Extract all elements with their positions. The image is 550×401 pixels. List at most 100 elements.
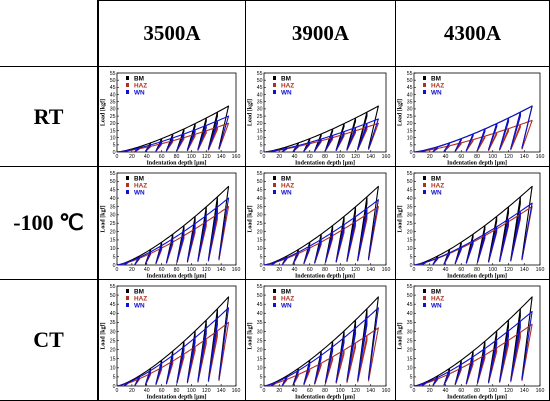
legend-marker-wn [273, 303, 276, 307]
x-tick-label: 80 [474, 154, 480, 160]
series-line-wn [263, 307, 379, 387]
x-tick-label: 60 [307, 388, 313, 394]
legend-label-wn: WN [134, 190, 145, 197]
x-tick-label: 100 [187, 267, 196, 273]
y-tick-label: 20 [257, 121, 263, 127]
x-tick-label: 160 [536, 154, 545, 160]
x-tick-label: 160 [382, 267, 391, 273]
y-tick-label: 5 [260, 375, 263, 381]
y-tick-label: 0 [260, 384, 263, 390]
row-header-ct: CT [33, 327, 64, 352]
y-tick-label: 30 [407, 213, 413, 219]
y-tick-label: 30 [257, 107, 263, 113]
legend-label-haz: HAZ [134, 83, 147, 90]
chart-rt-3500a: 0 5 10 15 20 25 30 35 40 45 50 55 0 20 40 60 80 100 120 140… [99, 67, 245, 166]
chart-rt-3900a: 0 5 10 15 20 25 30 35 40 45 50 55 0 20 40 60 80 100 120 140… [246, 67, 395, 166]
chart-ct-3900a: 0 5 10 15 20 25 30 35 40 45 50 55 0 20 40 60 80 100 120 140… [246, 280, 395, 400]
chart-m100-3500a: 0 5 10 15 20 25 30 35 40 45 50 55 0 20 40 60 80 100 120 140… [99, 167, 245, 279]
legend-label-bm: BM [431, 289, 441, 296]
y-tick-label: 20 [257, 347, 263, 353]
y-tick-label: 55 [407, 284, 413, 290]
series-line-bm [413, 296, 533, 387]
x-tick-label: 0 [116, 154, 119, 160]
y-tick-label: 35 [257, 100, 263, 106]
x-tick-label: 0 [263, 154, 266, 160]
legend-marker-wn [423, 190, 426, 194]
x-axis-label: Indentation depth [μm] [295, 161, 355, 167]
y-tick-label: 0 [113, 150, 116, 156]
chart-m100-4300a: 0 5 10 15 20 25 30 35 40 45 50 55 0 20 40 60 80 100 120 140… [396, 167, 549, 279]
legend-marker-haz [423, 183, 426, 187]
legend-marker-haz [126, 296, 129, 300]
y-tick-label: 10 [407, 135, 413, 141]
legend-label-wn: WN [281, 190, 292, 197]
x-axis-label: Indentation depth [μm] [295, 274, 355, 280]
chart-m100-3900a: 0 5 10 15 20 25 30 35 40 45 50 55 0 20 40 60 80 100 120 140… [246, 167, 395, 279]
x-axis-label: Indentation depth [μm] [447, 395, 507, 401]
y-tick-label: 45 [110, 302, 116, 308]
legend-label-bm: BM [281, 289, 291, 296]
y-tick-label: 25 [407, 221, 413, 227]
y-tick-label: 15 [257, 238, 263, 244]
x-tick-label: 80 [322, 388, 328, 394]
y-tick-label: 15 [407, 238, 413, 244]
y-tick-label: 50 [110, 179, 116, 185]
legend-marker-bm [126, 76, 129, 80]
x-tick-label: 100 [336, 154, 345, 160]
y-tick-label: 10 [407, 366, 413, 372]
y-tick-label: 45 [110, 85, 116, 91]
x-tick-label: 40 [144, 267, 150, 273]
x-tick-label: 40 [443, 154, 449, 160]
legend-label-wn: WN [431, 303, 442, 310]
x-tick-label: 120 [202, 154, 211, 160]
x-tick-label: 120 [202, 388, 211, 394]
x-tick-label: 80 [322, 154, 328, 160]
x-tick-label: 40 [292, 388, 298, 394]
legend-marker-haz [273, 296, 276, 300]
legend-label-wn: WN [134, 303, 145, 310]
y-axis-label: Load [kgf] [248, 322, 254, 349]
x-tick-label: 20 [276, 154, 282, 160]
legend-label-haz: HAZ [281, 296, 294, 303]
y-tick-label: 10 [110, 366, 116, 372]
x-tick-label: 80 [474, 267, 480, 273]
x-tick-label: 60 [159, 388, 165, 394]
y-tick-label: 25 [407, 114, 413, 120]
y-tick-label: 35 [407, 204, 413, 210]
row-header-rt: RT [33, 103, 64, 129]
legend-label-haz: HAZ [281, 183, 294, 190]
y-tick-label: 15 [257, 128, 263, 134]
legend-label-bm: BM [281, 76, 291, 83]
y-tick-label: 40 [110, 196, 116, 202]
y-tick-label: 40 [407, 196, 413, 202]
x-tick-label: 140 [366, 154, 375, 160]
x-tick-label: 60 [458, 388, 464, 394]
x-tick-label: 20 [427, 388, 433, 394]
y-tick-label: 40 [257, 92, 263, 98]
y-tick-label: 0 [410, 384, 413, 390]
series-line-bm [263, 296, 379, 387]
legend-label-haz: HAZ [134, 296, 147, 303]
y-tick-label: 55 [407, 71, 413, 77]
column-header-3900a: 3900A [291, 20, 350, 45]
y-tick-label: 50 [257, 179, 263, 185]
legend-marker-bm [273, 76, 276, 80]
legend-marker-wn [273, 90, 276, 94]
legend-marker-haz [423, 296, 426, 300]
grid-line [97, 0, 550, 1]
indentation-chart: 0 5 10 15 20 25 30 35 40 45 50 55 0 20 40 60 80 100 120 140… [101, 171, 241, 279]
legend-marker-wn [126, 190, 129, 194]
x-tick-label: 0 [413, 154, 416, 160]
y-axis-label: Load [kgf] [398, 205, 404, 232]
y-tick-label: 40 [407, 311, 413, 317]
x-tick-label: 160 [232, 388, 241, 394]
x-tick-label: 20 [427, 154, 433, 160]
y-tick-label: 15 [407, 357, 413, 363]
x-tick-label: 0 [413, 388, 416, 394]
y-tick-label: 50 [110, 293, 116, 299]
y-tick-label: 35 [110, 204, 116, 210]
series-line-wn [263, 199, 379, 266]
y-axis-label: Load [kgf] [248, 205, 254, 232]
y-axis-label: Load [kgf] [101, 322, 107, 349]
legend-label-haz: HAZ [134, 183, 147, 190]
